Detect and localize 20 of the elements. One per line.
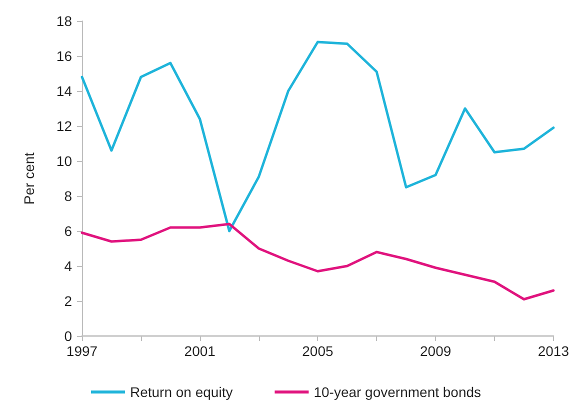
x-tick-label: 1997 — [66, 343, 98, 359]
y-tick-label: 6 — [64, 223, 72, 239]
line-series — [80, 40, 555, 232]
y-tick-label: 14 — [56, 83, 72, 99]
y-tick-label: 16 — [56, 48, 72, 64]
y-axis-title: Per cent — [21, 152, 37, 205]
x-tick-label: 2001 — [184, 343, 216, 359]
y-tick-label: 8 — [64, 188, 72, 204]
y-tick-label: 4 — [64, 258, 72, 274]
x-tick-label: 2005 — [302, 343, 334, 359]
legend-label: Return on equity — [130, 384, 233, 400]
x-tick-label: 2009 — [420, 343, 452, 359]
line-series — [80, 222, 555, 300]
x-tick-label: 2013 — [538, 343, 570, 359]
y-tick-label: 10 — [56, 153, 72, 169]
y-tick-label: 12 — [56, 118, 72, 134]
y-tick-label: 0 — [64, 328, 72, 344]
y-tick-label: 18 — [56, 13, 72, 29]
legend-label: 10-year government bonds — [314, 384, 482, 400]
y-tick-label: 2 — [64, 293, 72, 309]
